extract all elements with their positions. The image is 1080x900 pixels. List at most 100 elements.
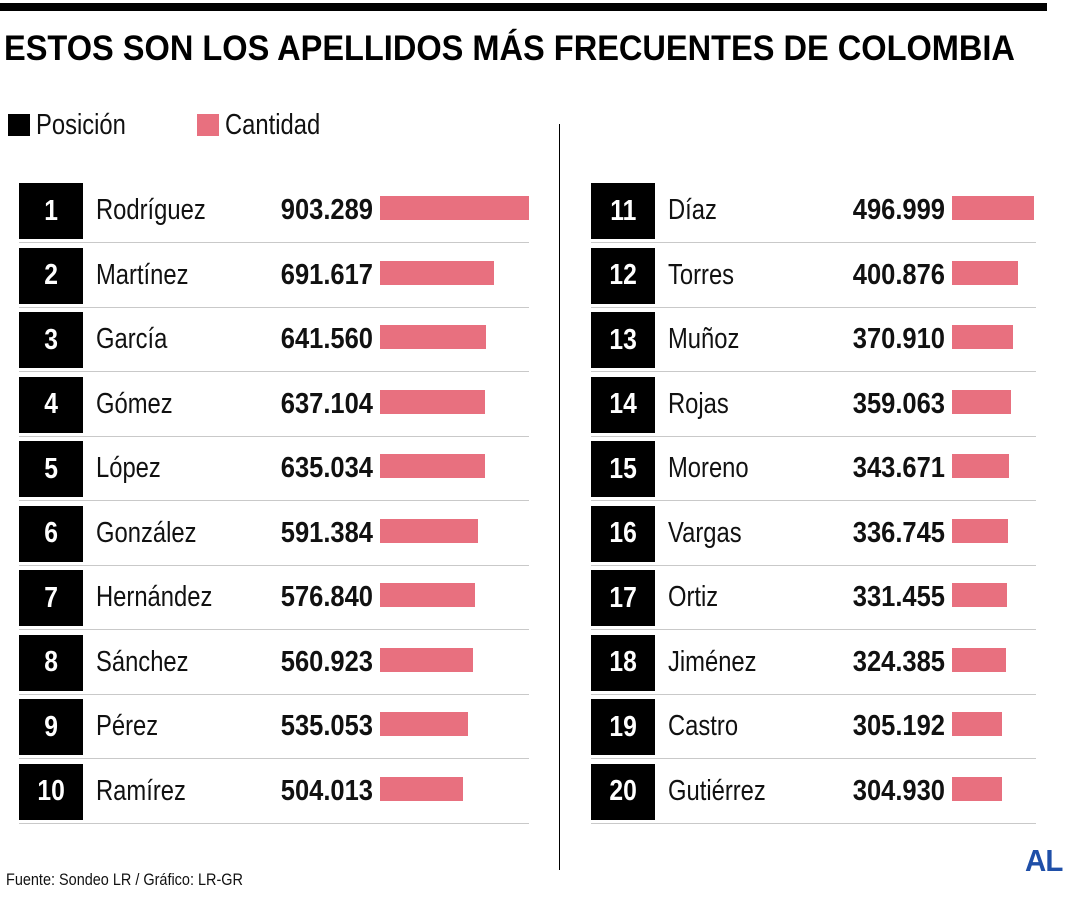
chart-row: 5 López 635.034 <box>19 437 529 501</box>
row-separator <box>19 371 529 372</box>
row-separator <box>591 435 1036 437</box>
rank-box: 4 <box>19 376 83 433</box>
bar <box>952 325 1013 349</box>
value-label: 635.034 <box>280 452 373 484</box>
row-separator <box>591 242 1036 243</box>
rank-box: 14 <box>591 376 655 433</box>
bar <box>952 518 1008 543</box>
row-separator <box>591 693 1036 695</box>
value-label: 324.385 <box>852 645 945 678</box>
chart-title: ESTOS SON LOS APELLIDOS MÁS FRECUENTES D… <box>4 29 1015 68</box>
surname-label: Hernández <box>96 581 213 613</box>
surname-label: Ortiz <box>668 581 719 613</box>
rank-box: 16 <box>591 505 655 562</box>
row-separator <box>19 306 529 308</box>
bar <box>952 583 1007 607</box>
value-label: 496.999 <box>852 194 945 226</box>
chart-row: 2 Martínez 691.617 <box>19 244 529 308</box>
row-separator <box>19 564 529 566</box>
row-separator <box>591 822 1036 824</box>
row-separator <box>591 564 1036 566</box>
surname-label: Pérez <box>96 710 159 742</box>
surname-label: Martínez <box>96 258 189 291</box>
chart-row: 15 Moreno 343.671 <box>591 437 1036 501</box>
value-label: 336.745 <box>852 516 945 549</box>
value-label: 591.384 <box>280 516 373 549</box>
rank-label: 9 <box>44 710 58 743</box>
row-separator <box>591 500 1036 501</box>
bar <box>952 712 1002 736</box>
surname-label: Vargas <box>668 516 742 549</box>
rank-box: 1 <box>19 183 83 239</box>
legend-item-posicion: Posición <box>8 108 146 141</box>
rank-box: 12 <box>591 247 655 304</box>
rank-box: 11 <box>591 183 655 239</box>
rank-box: 9 <box>19 699 83 755</box>
rank-label: 11 <box>609 194 637 227</box>
rank-box: 10 <box>19 763 83 820</box>
value-label: 903.289 <box>280 194 373 226</box>
legend-swatch-posicion <box>8 114 30 136</box>
surname-label: Rodríguez <box>96 194 206 226</box>
bar <box>952 776 1002 801</box>
rank-label: 17 <box>609 581 637 614</box>
value-label: 343.671 <box>852 452 945 484</box>
rank-label: 13 <box>609 323 637 356</box>
bar <box>380 389 485 414</box>
rank-box: 8 <box>19 634 83 691</box>
surname-label: Moreno <box>668 452 749 484</box>
rank-label: 15 <box>609 452 637 485</box>
chart-row: 4 Gómez 637.104 <box>19 373 529 437</box>
rank-box: 20 <box>591 763 655 820</box>
row-separator <box>19 693 529 695</box>
surname-label: González <box>96 516 197 549</box>
value-label: 576.840 <box>280 581 373 613</box>
surname-label: Sánchez <box>96 645 189 678</box>
row-separator <box>19 758 529 759</box>
rank-box: 6 <box>19 505 83 562</box>
row-separator <box>19 629 529 630</box>
rank-box: 3 <box>19 312 83 368</box>
rank-label: 8 <box>44 646 58 678</box>
row-separator <box>591 629 1036 630</box>
chart-row: 13 Muñoz 370.910 <box>591 308 1036 372</box>
row-separator <box>591 371 1036 372</box>
rank-label: 12 <box>609 259 637 291</box>
top-rule <box>0 3 1047 11</box>
rank-label: 20 <box>609 775 637 807</box>
legend-label-posicion: Posición <box>36 108 126 141</box>
bar <box>380 454 485 478</box>
value-label: 359.063 <box>852 387 945 420</box>
surname-label: Jiménez <box>668 645 757 678</box>
bar <box>380 583 475 607</box>
legend-item-cantidad: Cantidad <box>197 109 341 141</box>
chart-row: 10 Ramírez 504.013 <box>19 760 529 824</box>
bar <box>380 196 529 220</box>
bar <box>952 196 1034 220</box>
value-label: 535.053 <box>280 710 373 742</box>
rank-box: 2 <box>19 247 83 304</box>
chart-row: 12 Torres 400.876 <box>591 244 1036 308</box>
rank-label: 14 <box>609 388 637 420</box>
bar <box>380 518 478 543</box>
bar <box>952 389 1011 414</box>
rank-label: 7 <box>44 581 58 614</box>
rank-label: 4 <box>44 388 58 420</box>
rank-label: 2 <box>44 259 58 291</box>
chart-row: 16 Vargas 336.745 <box>591 502 1036 566</box>
chart-row: 9 Pérez 535.053 <box>19 695 529 759</box>
source-note: Fuente: Sondeo LR / Gráfico: LR-GR <box>6 870 243 889</box>
chart-row: 20 Gutiérrez 304.930 <box>591 760 1036 824</box>
surname-label: García <box>96 323 168 355</box>
bar <box>380 260 494 285</box>
surname-label: Castro <box>668 710 739 742</box>
row-separator <box>591 758 1036 759</box>
rank-box: 7 <box>19 570 83 626</box>
publisher-logo: AL <box>1025 843 1063 878</box>
chart-row: 1 Rodríguez 903.289 <box>19 179 529 243</box>
surname-label: Rojas <box>668 387 729 420</box>
rank-label: 6 <box>44 517 58 549</box>
rank-box: 13 <box>591 312 655 368</box>
bar <box>380 325 486 349</box>
surname-label: Díaz <box>668 194 717 226</box>
